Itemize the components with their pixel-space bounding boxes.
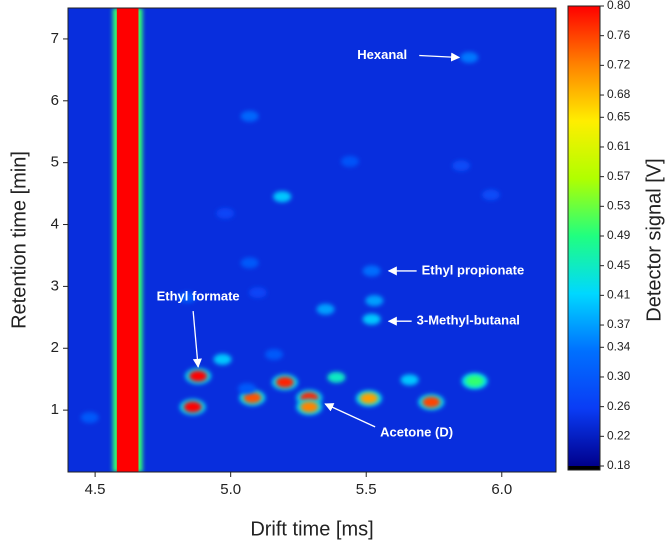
colorbar-tick-label: 0.18 <box>607 458 631 472</box>
colorbar-tick-label: 0.30 <box>607 369 631 383</box>
colorbar-tick-label: 0.45 <box>607 258 631 272</box>
y-tick-label: 4 <box>51 216 59 233</box>
annotation-arrow <box>192 310 202 368</box>
annotation: Ethyl formate <box>157 288 240 303</box>
annotation-arrow <box>324 403 376 428</box>
y-tick-label: 6 <box>51 92 59 109</box>
spot <box>216 207 235 219</box>
colorbar-tick-label: 0.80 <box>607 0 631 12</box>
colorbar <box>568 6 600 466</box>
y-tick-label: 3 <box>51 277 59 294</box>
colorbar-floor <box>568 466 600 470</box>
colorbar-tick-label: 0.34 <box>607 339 631 353</box>
spot <box>240 257 259 269</box>
colorbar-tick-label: 0.26 <box>607 399 631 413</box>
y-tick-label: 5 <box>51 154 59 171</box>
y-tick-label: 7 <box>51 30 59 47</box>
annotation: Acetone (D) <box>380 424 453 439</box>
colorbar-tick-label: 0.41 <box>607 288 631 302</box>
plot-frame <box>67 7 557 473</box>
plot-area <box>68 8 556 472</box>
spot <box>213 353 232 365</box>
spot <box>316 303 335 315</box>
colorbar-tick-label: 0.72 <box>607 58 631 72</box>
spot <box>422 396 441 408</box>
spot <box>183 401 202 413</box>
spot <box>80 412 99 424</box>
colorbar-frame <box>567 5 601 471</box>
y-tick-label: 1 <box>51 401 59 418</box>
colorbar-tick-label: 0.68 <box>607 87 631 101</box>
spot <box>359 392 378 404</box>
colorbar-tick-label: 0.61 <box>607 139 631 153</box>
x-tick-label: 6.0 <box>491 481 512 498</box>
x-tick-label: 4.5 <box>85 481 106 498</box>
x-tick-label: 5.0 <box>220 481 241 498</box>
spot <box>400 374 419 386</box>
spot <box>465 375 484 387</box>
spot <box>481 189 500 201</box>
x-tick-label: 5.5 <box>356 481 377 498</box>
annotation: 3-Methyl-butanal <box>417 313 520 328</box>
colorbar-tick-label: 0.76 <box>607 28 631 42</box>
spot <box>362 313 381 325</box>
colorbar-tick-label: 0.53 <box>607 198 631 212</box>
spot <box>237 382 256 394</box>
spot <box>460 51 479 63</box>
colorbar-tick-label: 0.22 <box>607 428 631 442</box>
spot <box>365 295 384 307</box>
spot <box>362 265 381 277</box>
colorbar-tick-label: 0.65 <box>607 109 631 123</box>
colorbar-tick-label: 0.49 <box>607 228 631 242</box>
y-tick-label: 2 <box>51 339 59 356</box>
spot <box>273 191 292 203</box>
spot <box>452 160 471 172</box>
annotation-arrow <box>419 52 461 62</box>
colorbar-tick-label: 0.57 <box>607 169 631 183</box>
colorbar-title: Detector signal [V] <box>643 158 665 321</box>
spot <box>243 392 262 404</box>
spot <box>178 292 197 304</box>
reactant-ion-peak <box>116 8 139 472</box>
x-axis-title: Drift time [ms] <box>250 518 373 540</box>
spot <box>248 287 267 299</box>
spot <box>340 155 359 167</box>
spot <box>300 401 319 413</box>
annotation: Hexanal <box>357 47 407 62</box>
y-axis-title: Retention time [min] <box>8 151 30 329</box>
spot <box>240 110 259 122</box>
spot <box>189 370 208 382</box>
colorbar-tick-label: 0.37 <box>607 317 631 331</box>
spot <box>327 371 346 383</box>
annotation: Ethyl propionate <box>422 262 525 277</box>
spot <box>265 348 284 360</box>
spot <box>275 376 294 388</box>
